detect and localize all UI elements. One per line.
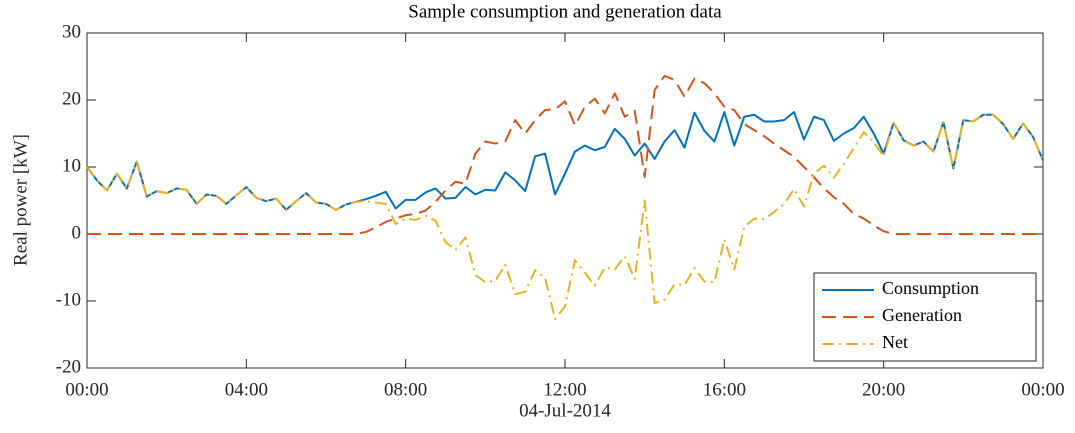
x-axis-label: 04-Jul-2014 bbox=[519, 400, 611, 421]
series-line bbox=[87, 74, 1043, 235]
chart-title: Sample consumption and generation data bbox=[408, 1, 722, 22]
y-tick-label: -10 bbox=[56, 289, 81, 310]
x-tick-label: 08:00 bbox=[384, 379, 427, 400]
y-tick-label: -20 bbox=[56, 356, 81, 377]
x-tick-label: 12:00 bbox=[543, 379, 586, 400]
y-tick-label: 0 bbox=[72, 222, 82, 243]
y-axis-label: Real power [kW] bbox=[10, 134, 31, 266]
legend-label: Consumption bbox=[882, 278, 979, 298]
x-tick-label: 04:00 bbox=[225, 379, 268, 400]
y-tick-label: 10 bbox=[62, 155, 81, 176]
x-tick-label: 00:00 bbox=[65, 379, 108, 400]
series-line bbox=[86, 113, 1044, 321]
x-tick-label: 00:00 bbox=[1021, 379, 1064, 400]
x-tick-label: 16:00 bbox=[703, 379, 746, 400]
x-tick-label: 20:00 bbox=[862, 379, 905, 400]
y-tick-label: 20 bbox=[62, 88, 81, 109]
legend-label: Net bbox=[882, 332, 908, 352]
legend-label: Generation bbox=[882, 305, 962, 325]
y-tick-label: 30 bbox=[62, 21, 81, 42]
